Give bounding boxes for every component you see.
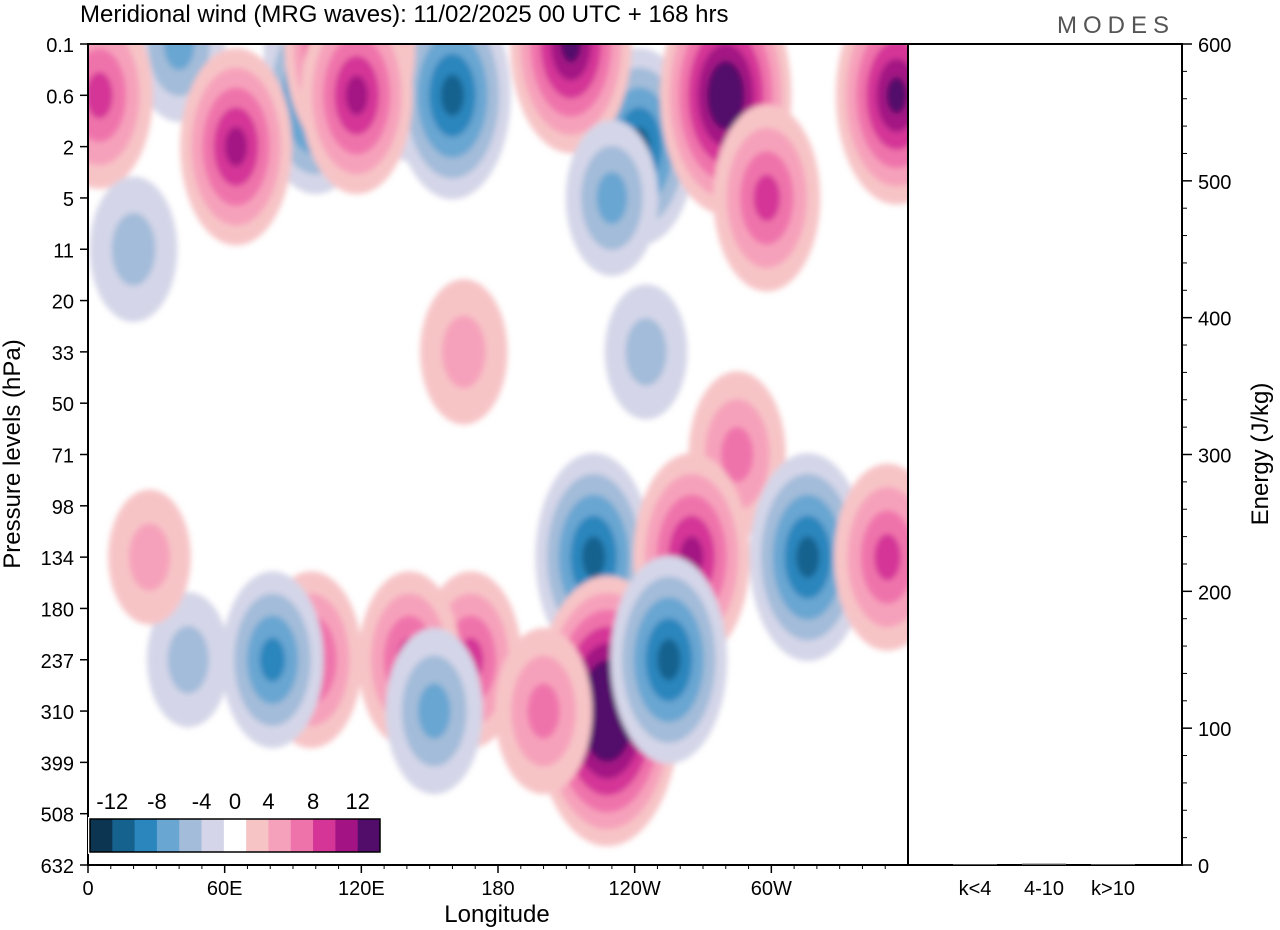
energy-bar [1022, 863, 1066, 865]
energy-tick-label: 300 [1198, 446, 1231, 468]
pressure-tick-label: 2 [63, 138, 74, 160]
pressure-tick-label: 399 [41, 753, 74, 775]
energy-bar [953, 864, 997, 865]
wind-contour-11-5 [224, 126, 248, 167]
colorbar-swatch [134, 819, 158, 852]
wind-contour-16-2 [441, 315, 486, 389]
energy-tick-label: 600 [1198, 35, 1231, 57]
wind-contour-23-8 [598, 694, 617, 728]
energy-tick-label: 0 [1198, 856, 1209, 878]
modes-watermark: MODES [1057, 12, 1175, 39]
pressure-tick-label: 71 [52, 446, 74, 468]
wind-contour-19-5 [582, 536, 606, 578]
pressure-tick-label: 11 [53, 240, 74, 262]
energy-tick-label: 500 [1198, 172, 1231, 194]
colorbar-swatch [290, 819, 314, 852]
energy-axis-label: Energy (J/kg) [1247, 383, 1274, 526]
wind-contour-28-4 [259, 637, 286, 682]
colorbar-swatch [90, 819, 113, 852]
wind-contour-13-4 [753, 174, 781, 222]
x-axis-label: Longitude [444, 901, 549, 928]
energy-category-label: k<4 [959, 878, 992, 900]
colorbar-swatch [156, 819, 180, 852]
colorbar: -12 -8 -4 0 4 8 12 [88, 789, 382, 854]
colorbar-label: 8 [307, 789, 319, 814]
colorbar-swatch [179, 819, 203, 852]
wind-contour-12-5 [345, 75, 368, 116]
energy-tick-label: 400 [1198, 309, 1231, 331]
pressure-tick-label: 180 [41, 599, 74, 621]
wind-contour-21-5 [796, 536, 820, 578]
colorbar-label: 12 [345, 789, 369, 814]
energy-tick-label: 200 [1198, 582, 1231, 604]
pressure-tick-label: 508 [41, 805, 74, 827]
wind-field [88, 44, 908, 847]
wind-contour-18-3 [720, 426, 754, 483]
pressure-tick-label: 98 [52, 497, 74, 519]
pressure-tick-label: 50 [52, 394, 74, 416]
colorbar-swatch [313, 819, 336, 852]
energy-plot-frame [907, 43, 1183, 866]
longitude-tick-label: 120E [338, 878, 385, 900]
longitude-tick-label: 60W [751, 878, 792, 900]
energy-tick-label: 100 [1198, 719, 1231, 741]
colorbar-label: -8 [147, 789, 167, 814]
colorbar-label: -12 [96, 789, 128, 814]
energy-categories: k<4 4-10 k>10 [959, 878, 1135, 900]
wind-contour-5-3 [163, 44, 195, 70]
colorbar-swatch [357, 819, 381, 852]
wind-contour-24-5 [657, 638, 681, 681]
wind-contour-22-4 [874, 533, 901, 581]
colorbar-swatch [201, 819, 225, 852]
colorbar-label: 4 [262, 789, 274, 814]
colorbar-swatch [223, 819, 247, 852]
pressure-tick-label: 0.6 [46, 86, 74, 108]
energy-axis: 0 100 200 300 400 500 600 [1182, 35, 1231, 878]
wind-contour-7-6 [560, 44, 582, 63]
wind-contour-29-3 [418, 683, 451, 739]
colorbar-swatch [246, 819, 269, 852]
pressure-tick-label: 20 [52, 292, 74, 314]
wind-contours [88, 44, 908, 847]
energy-bar [1091, 864, 1135, 865]
wind-contour-32-2 [128, 523, 171, 591]
colorbar-swatch [335, 819, 359, 852]
energy-bars [953, 863, 1135, 865]
chart-title: Meridional wind (MRG waves): 11/02/2025 … [80, 1, 729, 28]
pressure-tick-label: 5 [63, 189, 74, 211]
pressure-tick-label: 0.1 [46, 35, 74, 57]
longitude-tick-label: 0 [82, 878, 93, 900]
pressure-tick-label: 310 [41, 702, 74, 724]
colorbar-frame [89, 818, 381, 853]
pressure-tick-label: 33 [52, 343, 74, 365]
wind-contour-9-6 [886, 77, 907, 114]
pressure-tick-label: 237 [41, 651, 74, 673]
y-axis-label: Pressure levels (hPa) [0, 339, 26, 568]
colorbar-label: 0 [229, 789, 241, 814]
colorbar-label: -4 [192, 789, 212, 814]
wind-contour-31-2 [167, 625, 209, 694]
wind-contour-8-7 [716, 78, 736, 113]
wind-contour-2-5 [440, 74, 465, 117]
colorbar-swatch [268, 819, 292, 852]
colorbar-swatch [112, 819, 136, 852]
wind-contour-17-2 [625, 318, 667, 386]
wind-contour-30-3 [527, 683, 560, 739]
wind-contour-15-2 [111, 212, 156, 286]
energy-category-label: k>10 [1091, 878, 1135, 900]
pressure-axis: 0.1 0.6 2 5 11 20 33 50 71 98 134 180 237 310 399 508 63… [41, 35, 88, 878]
longitude-tick-label: 180 [481, 878, 514, 900]
longitude-tick-label: 120W [609, 878, 661, 900]
wind-contour-10-4 [88, 71, 113, 119]
pressure-tick-label: 632 [41, 856, 74, 878]
longitude-axis: 0 60E 120E 180 120W 60W [82, 865, 886, 900]
energy-category-label: 4-10 [1024, 878, 1064, 900]
longitude-tick-label: 60E [207, 878, 243, 900]
pressure-tick-label: 134 [41, 548, 74, 570]
wind-contour-14-3 [596, 171, 628, 224]
